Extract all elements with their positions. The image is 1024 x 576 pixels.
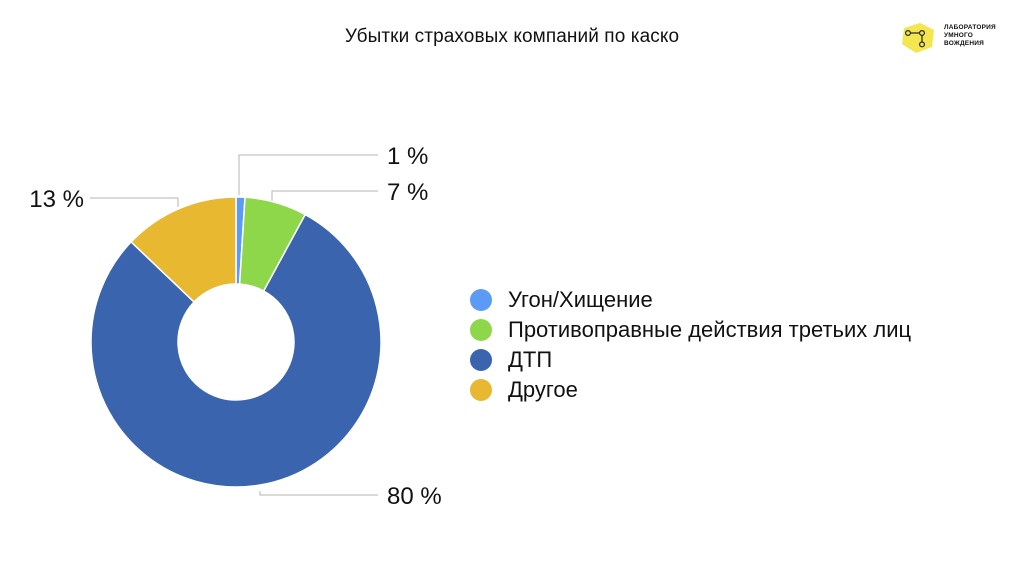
donut-slice [90,213,382,488]
legend-item: Противоправные действия третьих лиц [470,315,911,345]
logo-line: УМНОГО [944,32,974,39]
leader-line [259,491,378,496]
legend-label: ДТП [508,347,553,372]
logo-icon [902,23,934,53]
legend-marker [470,289,492,311]
leader-line [90,197,179,207]
legend-item: ДТП [470,345,911,375]
chart-legend: Угон/Хищение Противоправные действия тре… [470,285,911,405]
data-label: 13 % [29,186,84,213]
leader-line [238,154,378,196]
data-label: 80 % [387,483,442,510]
legend-marker [470,349,492,371]
leader-line [271,190,378,201]
legend-marker [470,319,492,341]
logo-line: ВОЖДЕНИЯ [944,40,984,47]
legend-item: Другое [470,375,911,405]
data-label: 7 % [387,179,428,206]
logo: ЛАБОРАТОРИЯ УМНОГО ВОЖДЕНИЯ [898,20,1008,56]
legend-marker [470,379,492,401]
legend-item: Угон/Хищение [470,285,911,315]
legend-label: Противоправные действия третьих лиц [508,317,912,342]
legend-label: Другое [508,377,578,402]
logo-line: ЛАБОРАТОРИЯ [944,24,996,31]
data-label: 1 % [387,143,428,170]
page-title: Убытки страховых компаний по каско [344,26,680,47]
donut-slice [130,196,237,304]
logo-text: ЛАБОРАТОРИЯ УМНОГО ВОЖДЕНИЯ [944,24,996,48]
legend-label: Угон/Хищение [508,287,653,312]
